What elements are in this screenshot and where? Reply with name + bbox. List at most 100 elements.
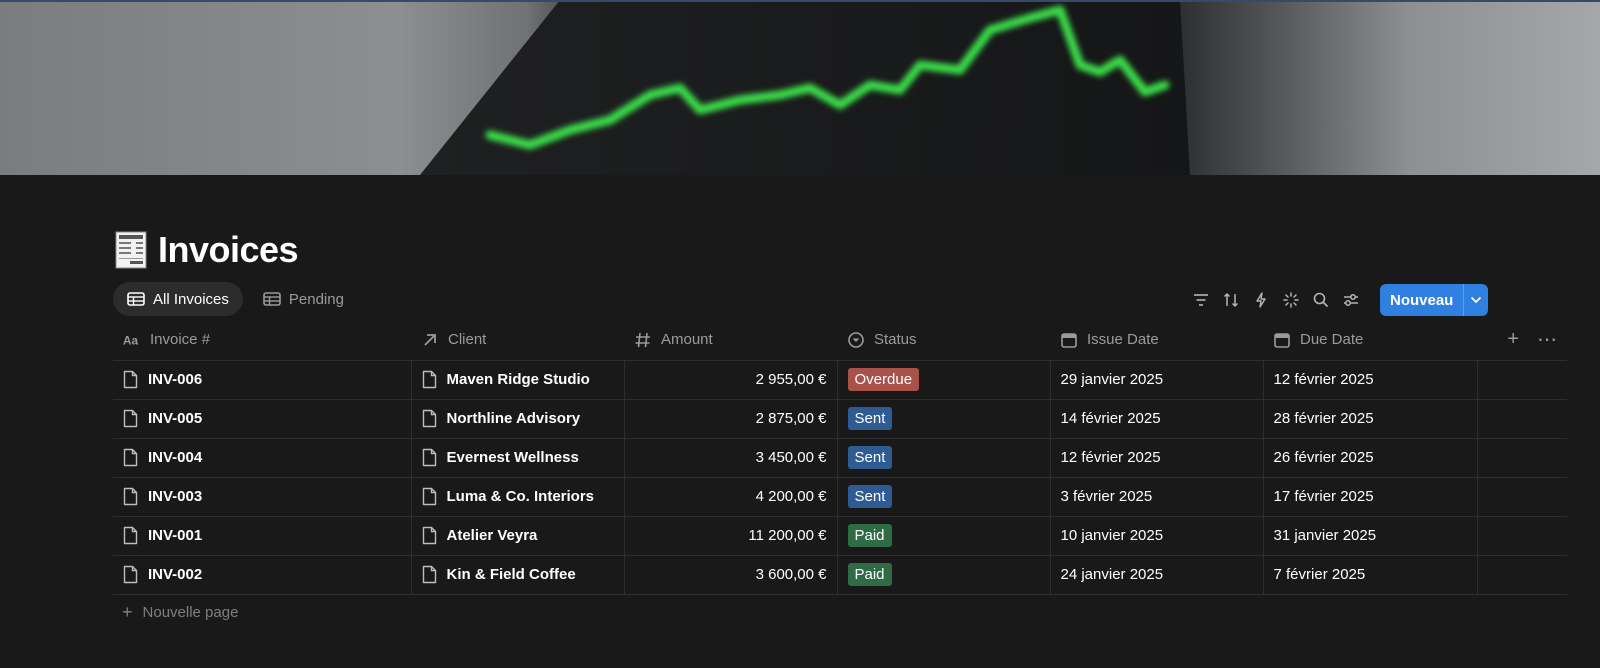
amount-cell[interactable]: 2 955,00 € (624, 360, 838, 400)
client-name[interactable]: Maven Ridge Studio (446, 371, 590, 388)
column-header-client[interactable]: Client (411, 320, 624, 361)
status-cell[interactable]: Paid (837, 516, 1051, 556)
table-row[interactable]: INV-001 Atelier Veyra 11 200,00 € Paid 10 ja… (113, 516, 1567, 556)
invoice-cell[interactable]: INV-003 (113, 477, 412, 517)
status-badge: Sent (847, 485, 893, 508)
client-name[interactable]: Atelier Veyra (446, 527, 538, 544)
automation-button[interactable] (1250, 289, 1272, 311)
stock-chart-cover-image (0, 0, 1600, 175)
view-tabs: All Invoices Pending (113, 282, 358, 316)
empty-cell (1477, 516, 1567, 556)
status-cell[interactable]: Sent (837, 438, 1051, 478)
invoice-cell[interactable]: INV-004 (113, 438, 412, 478)
status-cell[interactable]: Sent (837, 399, 1051, 439)
document-icon (123, 487, 138, 506)
column-label: Status (874, 331, 917, 349)
settings-button[interactable] (1340, 289, 1362, 311)
add-new-page-button[interactable]: + Nouvelle page (122, 602, 238, 623)
client-name[interactable]: Luma & Co. Interiors (446, 488, 595, 505)
chevron-down-icon (1471, 296, 1482, 304)
add-new-page-label: Nouvelle page (142, 604, 239, 621)
automation-icon (1256, 292, 1266, 308)
due-date-cell[interactable]: 17 février 2025 (1263, 477, 1478, 517)
status-badge: Sent (847, 446, 893, 469)
amount-cell[interactable]: 3 450,00 € (624, 438, 838, 478)
document-icon (422, 409, 436, 428)
invoice-cell[interactable]: INV-006 (113, 360, 412, 400)
due-date-cell[interactable]: 31 janvier 2025 (1263, 516, 1478, 556)
table-header-row: Aa Invoice # Client Amoun (113, 320, 1567, 361)
issue-date-cell[interactable]: 10 janvier 2025 (1050, 516, 1264, 556)
client-cell[interactable]: Kin & Field Coffee (411, 555, 625, 595)
ai-button[interactable] (1280, 289, 1302, 311)
receipt-icon[interactable] (114, 230, 148, 270)
tab-label: Pending (288, 290, 344, 308)
tab-label: All Invoices (153, 290, 229, 308)
status-badge: Paid (847, 524, 892, 547)
amount-cell[interactable]: 3 600,00 € (624, 555, 838, 595)
due-date-cell[interactable]: 26 février 2025 (1263, 438, 1478, 478)
column-header-amount[interactable]: Amount (624, 320, 837, 361)
new-button[interactable]: Nouveau (1380, 284, 1465, 316)
number-icon (635, 332, 650, 347)
new-dropdown-button[interactable] (1464, 284, 1488, 316)
empty-cell (1477, 477, 1567, 517)
search-button[interactable] (1310, 289, 1332, 311)
due-date-cell[interactable]: 7 février 2025 (1263, 555, 1478, 595)
table-row[interactable]: INV-006 Maven Ridge Studio 2 955,00 € Overd… (113, 360, 1567, 400)
table-row[interactable]: INV-004 Evernest Wellness 3 450,00 € Sent 12… (113, 438, 1567, 478)
document-icon (422, 526, 436, 545)
issue-date-cell[interactable]: 29 janvier 2025 (1050, 360, 1264, 400)
client-cell[interactable]: Northline Advisory (411, 399, 625, 439)
due-date-cell[interactable]: 28 février 2025 (1263, 399, 1478, 439)
amount-cell[interactable]: 2 875,00 € (624, 399, 838, 439)
column-label: Invoice # (150, 331, 211, 349)
invoice-cell[interactable]: INV-005 (113, 399, 412, 439)
column-label: Amount (661, 331, 713, 349)
tab-pending[interactable]: Pending (249, 282, 358, 316)
status-cell[interactable]: Sent (837, 477, 1051, 517)
table-row[interactable]: INV-003 Luma & Co. Interiors 4 200,00 € Sen… (113, 477, 1567, 517)
empty-cell (1477, 360, 1567, 400)
invoice-cell[interactable]: INV-001 (113, 516, 412, 556)
settings-icon (1344, 294, 1358, 306)
client-name[interactable]: Northline Advisory (446, 410, 581, 427)
amount-cell[interactable]: 4 200,00 € (624, 477, 838, 517)
client-cell[interactable]: Maven Ridge Studio (411, 360, 625, 400)
column-header-invoice[interactable]: Aa Invoice # (113, 320, 411, 361)
plus-icon: + (122, 602, 133, 622)
status-badge: Paid (847, 563, 892, 586)
issue-date-cell[interactable]: 24 janvier 2025 (1050, 555, 1264, 595)
table-row[interactable]: INV-005 Northline Advisory 2 875,00 € Sent 1… (113, 399, 1567, 439)
status-cell[interactable]: Overdue (837, 360, 1051, 400)
empty-cell (1477, 555, 1567, 595)
client-cell[interactable]: Atelier Veyra (411, 516, 625, 556)
column-header-due-date[interactable]: Due Date (1263, 320, 1477, 361)
invoice-cell[interactable]: INV-002 (113, 555, 412, 595)
sort-button[interactable] (1220, 289, 1242, 311)
add-property-icon[interactable]: + (1507, 328, 1519, 351)
issue-date-cell[interactable]: 14 février 2025 (1050, 399, 1264, 439)
filter-button[interactable] (1190, 289, 1212, 311)
issue-date-cell[interactable]: 12 février 2025 (1050, 438, 1264, 478)
empty-cell (1477, 438, 1567, 478)
more-options-icon[interactable]: ⋯ (1537, 329, 1557, 352)
empty-cell (1477, 399, 1567, 439)
column-header-issue-date[interactable]: Issue Date (1050, 320, 1263, 361)
table-row[interactable]: INV-002 Kin & Field Coffee 3 600,00 € Paid 2… (113, 555, 1567, 595)
page-title[interactable]: Invoices (158, 229, 299, 270)
due-date-cell[interactable]: 12 février 2025 (1263, 360, 1478, 400)
status-cell[interactable]: Paid (837, 555, 1051, 595)
client-name[interactable]: Kin & Field Coffee (446, 566, 576, 583)
column-header-status[interactable]: Status (837, 320, 1050, 361)
client-name[interactable]: Evernest Wellness (446, 449, 579, 466)
issue-date-cell[interactable]: 3 février 2025 (1050, 477, 1264, 517)
client-cell[interactable]: Evernest Wellness (411, 438, 625, 478)
tab-all-invoices[interactable]: All Invoices (113, 282, 243, 316)
document-icon (422, 565, 436, 584)
calendar-icon (1061, 332, 1077, 348)
cover-image[interactable] (0, 0, 1600, 175)
client-cell[interactable]: Luma & Co. Interiors (411, 477, 625, 517)
amount-cell[interactable]: 11 200,00 € (624, 516, 838, 556)
document-icon (422, 487, 436, 506)
